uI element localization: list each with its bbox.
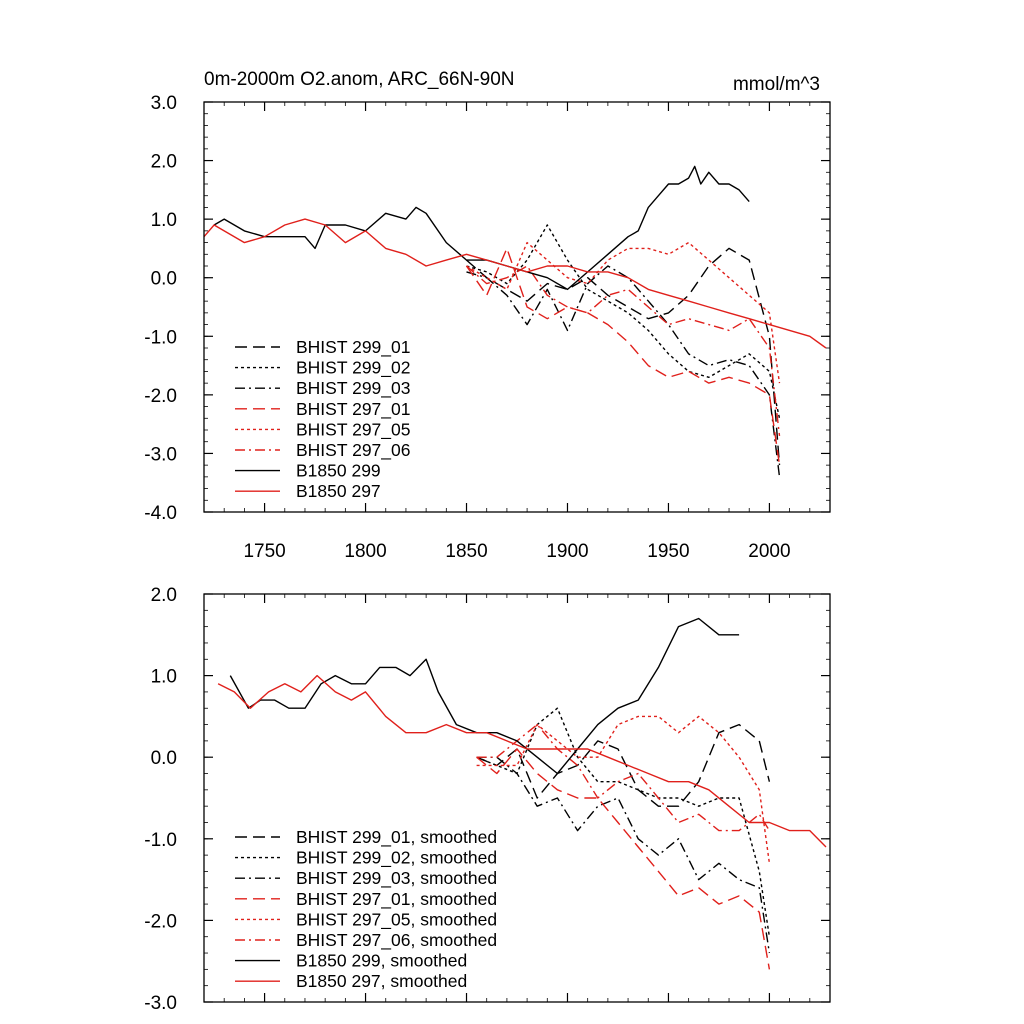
- y-tick-label: -1.0: [144, 327, 177, 348]
- y-tick-label: -1.0: [144, 830, 177, 851]
- legend-label: BHIST 299_02: [296, 358, 410, 379]
- legend-label: B1850 297, smoothed: [296, 971, 467, 991]
- legend-label: BHIST 297_05, smoothed: [296, 909, 497, 930]
- series-line: [229, 617, 740, 775]
- legend-label: BHIST 299_01: [296, 337, 410, 358]
- series-line: [213, 165, 750, 291]
- legend-label: BHIST 299_03: [296, 378, 410, 399]
- series-line: [476, 748, 771, 970]
- series-line: [217, 674, 827, 848]
- legend-label: BHIST 297_01: [296, 399, 410, 420]
- y-tick-label: -4.0: [144, 503, 177, 524]
- y-tick-label: -3.0: [144, 444, 177, 465]
- series-line: [466, 241, 781, 384]
- bottom-panel: 2.0 1.0 0.0 -1.0 -2.0 -3.0 BHIST 299_01, smoo…: [144, 585, 831, 1014]
- series-line: [465, 247, 781, 466]
- legend-label: BHIST 297_01, smoothed: [296, 889, 497, 910]
- y-tick-label: -2.0: [144, 386, 177, 407]
- top-panel-title: 0m-2000m O2.anom, ARC_66N-90N: [204, 69, 514, 90]
- x-tick-label: 1850: [445, 541, 487, 562]
- top-panel: 0m-2000m O2.anom, ARC_66N-90N mmol/m^3 3…: [144, 69, 831, 562]
- series-line: [466, 247, 781, 466]
- y-tick-label: -2.0: [144, 911, 177, 932]
- series-line: [466, 265, 781, 436]
- legend-label: BHIST 297_06: [296, 440, 410, 461]
- y-tick-label: 2.0: [151, 585, 177, 606]
- legend-label: BHIST 297_05: [296, 419, 410, 440]
- x-tick-label: 1800: [344, 541, 386, 562]
- legend-label: BHIST 299_03, smoothed: [296, 868, 497, 889]
- series-line: [476, 723, 771, 807]
- legend-label: B1850 299: [296, 461, 381, 481]
- series-line: [466, 224, 781, 419]
- legend-label: BHIST 299_01, smoothed: [296, 827, 497, 848]
- bottom-plot-frame: [203, 593, 831, 1003]
- x-tick-label: 1950: [647, 541, 689, 562]
- series-line: [476, 707, 771, 937]
- x-tick-label: 1750: [243, 541, 285, 562]
- legend-label: B1850 299, smoothed: [296, 951, 467, 971]
- top-plot-frame: [203, 101, 831, 513]
- y-tick-label: -3.0: [144, 993, 177, 1014]
- top-panel-units: mmol/m^3: [733, 74, 820, 95]
- y-tick-label: 1.0: [151, 667, 177, 688]
- series-line: [203, 218, 827, 349]
- series-line: [476, 756, 771, 954]
- y-tick-label: 2.0: [151, 152, 177, 173]
- y-tick-label: 3.0: [151, 93, 177, 114]
- series-line: [476, 723, 770, 832]
- legend-label: B1850 297: [296, 481, 381, 501]
- x-tick-label: 2000: [748, 541, 790, 562]
- y-tick-label: 1.0: [151, 210, 177, 231]
- x-tick-label: 1900: [546, 541, 588, 562]
- series-line: [476, 715, 771, 864]
- legend-label: BHIST 299_02, smoothed: [296, 848, 497, 869]
- y-tick-label: 0.0: [151, 748, 177, 769]
- series-line: [466, 265, 781, 477]
- legend-label: BHIST 297_06, smoothed: [296, 930, 497, 951]
- y-tick-label: 0.0: [151, 269, 177, 290]
